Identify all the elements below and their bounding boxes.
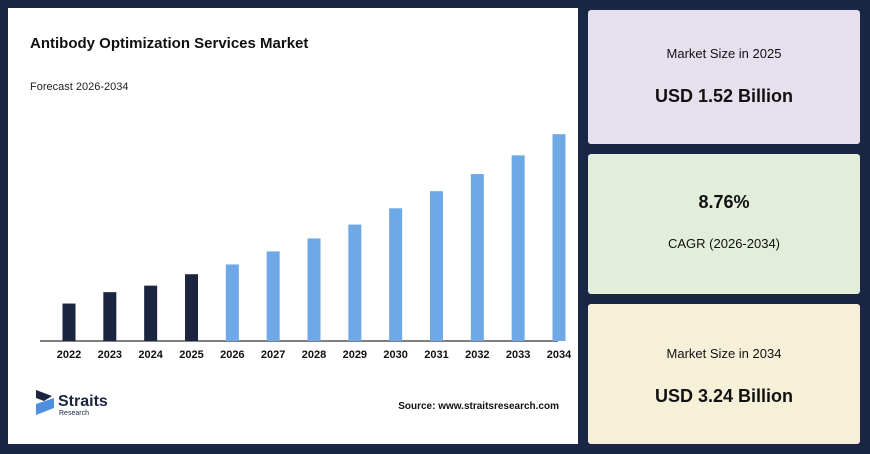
- x-tick-label: 2032: [465, 349, 489, 361]
- x-tick-label: 2027: [261, 349, 285, 361]
- bar: [552, 134, 566, 341]
- logo-name: Straits: [58, 393, 108, 410]
- card: 8.76% CAGR (2026-2034): [588, 154, 860, 294]
- x-tick-label: 2031: [424, 349, 448, 361]
- chart-subtitle: Forecast 2026-2034: [30, 81, 128, 93]
- chart-title: Antibody Optimization Services Market: [30, 35, 308, 52]
- x-tick-label: 2023: [98, 349, 122, 361]
- x-tick-label: 2028: [302, 349, 326, 361]
- card-label: Market Size in 2025: [666, 46, 782, 61]
- bar: [348, 224, 362, 341]
- logo-sub: Research: [59, 410, 89, 417]
- chart: Antibody Optimization Services Market Fo…: [30, 35, 572, 417]
- source: Source: www.straitsresearch.com: [398, 401, 559, 412]
- bar: [266, 251, 280, 341]
- x-tick-label: 2024: [138, 349, 163, 361]
- bar: [307, 238, 321, 341]
- bar: [389, 208, 403, 341]
- bar: [470, 174, 484, 341]
- x-tick-label: 2026: [220, 349, 244, 361]
- card: Market Size in 2025 USD 1.52 Billion: [588, 10, 860, 144]
- card-value: USD 3.24 Billion: [654, 386, 794, 406]
- card-value: 8.76%: [698, 192, 750, 212]
- card-label: Market Size in 2034: [666, 346, 782, 361]
- bar: [185, 274, 198, 341]
- logo-mark: [36, 390, 52, 401]
- x-tick-label: 2030: [383, 349, 407, 361]
- x-tick-label: 2029: [343, 349, 367, 361]
- logo: Straits Research: [36, 390, 108, 417]
- card: Market Size in 2034 USD 3.24 Billion: [588, 304, 860, 444]
- bar: [103, 292, 117, 341]
- x-tick-label: 2034: [547, 349, 572, 361]
- x-tick-label: 2033: [506, 349, 530, 361]
- bar: [225, 264, 239, 341]
- x-tick-label: 2025: [179, 349, 203, 361]
- bar: [430, 191, 443, 341]
- bar: [144, 285, 158, 341]
- card-label: CAGR (2026-2034): [668, 236, 780, 251]
- bar: [511, 155, 525, 341]
- x-tick-label: 2022: [57, 349, 81, 361]
- card-value: USD 1.52 Billion: [654, 86, 794, 106]
- logo-mark: [36, 398, 54, 415]
- chart-panel: Antibody Optimization Services Market Fo…: [8, 8, 578, 444]
- bar: [62, 303, 76, 341]
